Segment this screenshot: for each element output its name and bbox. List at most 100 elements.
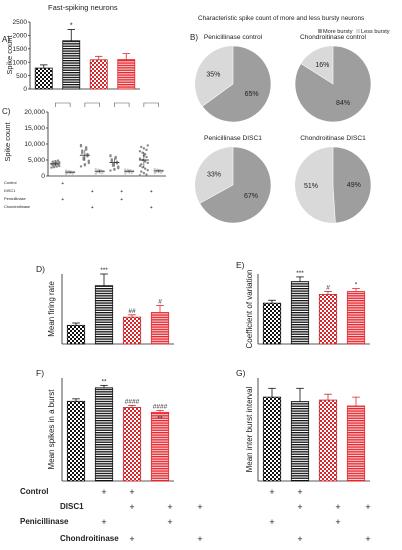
bar [150, 411, 170, 482]
y-axis-label: Mean firing rate [47, 281, 56, 337]
data-point [56, 159, 60, 162]
bar [262, 396, 282, 482]
condition-mark: + [91, 189, 94, 195]
pie-slice-more [201, 45, 272, 123]
data-point [145, 155, 148, 159]
data-point [142, 147, 146, 150]
data-point [130, 171, 133, 175]
condition-row-label: Penicillinase [20, 517, 69, 526]
data-point [79, 165, 83, 168]
bar [290, 281, 310, 345]
data-point [111, 164, 115, 167]
pie-label-more: 84% [336, 100, 350, 107]
condition-mark-left: + [129, 502, 134, 512]
bar [66, 400, 86, 482]
panel-b: Characteristic spike count of more and l… [190, 15, 390, 224]
significance-label: #### [125, 398, 140, 405]
bar-chart-f: Mean spikes in a burst ** #### #### ** [47, 378, 174, 482]
pie-slice-more [294, 45, 372, 123]
comparison-bracket [84, 102, 100, 107]
bar [346, 405, 366, 482]
condition-row-label: Control [20, 487, 48, 496]
pie-label-more: 67% [244, 193, 258, 200]
data-point [65, 169, 68, 172]
data-point [146, 144, 149, 147]
condition-mark-left: + [167, 502, 172, 512]
comparison-bracket [114, 102, 130, 107]
data-point [143, 160, 147, 163]
data-point [51, 164, 54, 167]
y-tick-label: 0 [23, 86, 27, 93]
condition-mark-right: + [269, 487, 274, 497]
panel-a-letter: A) [2, 35, 10, 44]
panel-g-letter: G) [236, 368, 246, 378]
bar-chart-g: Mean inter burst interval [245, 378, 370, 482]
data-point [143, 167, 147, 170]
data-point [50, 166, 53, 169]
panel-c-ylabel: Spike count [3, 121, 12, 161]
data-point [101, 172, 104, 175]
data-point [138, 174, 142, 177]
data-point [124, 168, 127, 171]
condition-mark: + [91, 205, 94, 211]
bar [117, 59, 136, 90]
condition-table: Control + + + + DISC1 + + + + + + Penicillinase + + + + C… [20, 487, 371, 544]
pie-label-less: 33% [207, 171, 221, 178]
condition-mark-left: + [101, 517, 106, 527]
data-point [79, 145, 83, 148]
condition-mark-right: + [297, 487, 302, 497]
y-tick-label: 500 [16, 73, 27, 80]
condition-mark-right: + [365, 502, 370, 512]
data-point [127, 171, 131, 174]
data-point [52, 165, 56, 169]
data-point [114, 157, 117, 160]
data-point [109, 169, 112, 172]
data-point [141, 151, 144, 154]
data-point [156, 168, 159, 171]
panel-a-title: Fast-spiking neurons [48, 3, 118, 12]
data-point [87, 161, 90, 165]
bar-chart-d: Mean firing rate***### [47, 267, 174, 345]
bar [94, 285, 114, 345]
data-point [138, 157, 142, 160]
data-point [84, 148, 88, 151]
bar [150, 312, 170, 345]
bar [34, 67, 53, 90]
bar [62, 40, 81, 90]
bar [318, 294, 338, 345]
condition-mark-right: + [335, 502, 340, 512]
condition-mark-right: + [297, 534, 302, 544]
significance-label: *** [100, 267, 108, 274]
significance-label: #### [153, 403, 168, 410]
data-point [110, 159, 113, 163]
data-point [67, 169, 71, 173]
data-point [86, 155, 89, 158]
data-point [146, 168, 149, 172]
data-point [94, 167, 97, 171]
panel-f-letter: F) [36, 368, 44, 378]
condition-mark-right: + [297, 502, 302, 512]
data-point [55, 161, 58, 164]
pie-label-more: 49% [347, 182, 361, 189]
significance-label: * [70, 23, 73, 30]
scatter-chart-c: 0 5,000 10,000 15,000 20,000 Control + DISC1 + + +… [4, 102, 166, 211]
bar [318, 399, 338, 482]
legend-label-less: Less bursty [361, 29, 390, 35]
y-axis-label: Coefficient of variation [245, 269, 254, 348]
pie-label-less: 35% [206, 71, 220, 78]
data-point [141, 166, 144, 169]
condition-mark: + [61, 197, 64, 203]
data-point [55, 165, 58, 168]
y-tick-label: 2000 [13, 33, 28, 40]
legend-swatch-more [318, 29, 322, 33]
pie-slice-more [332, 146, 372, 224]
bar [122, 407, 142, 482]
data-point [142, 171, 146, 175]
data-point [98, 171, 101, 174]
pie-slice-more [199, 146, 272, 224]
y-tick-label: 0 [41, 173, 45, 180]
pie-label-less: 16% [315, 62, 329, 69]
data-point [51, 160, 54, 163]
data-point [157, 171, 160, 174]
